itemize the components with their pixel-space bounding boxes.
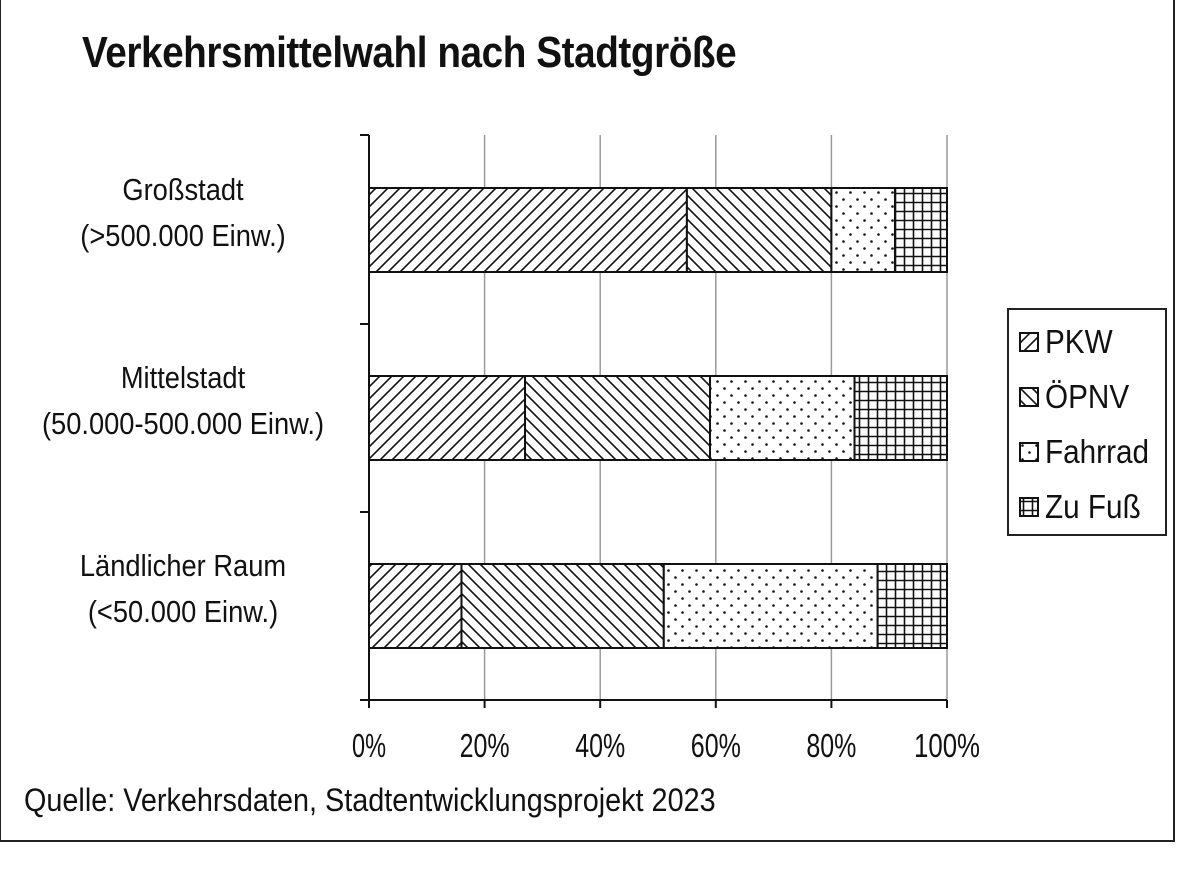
category-label: Mittelstadt: [121, 360, 246, 395]
legend-swatch: [1019, 442, 1039, 462]
bar-segment: [368, 375, 527, 461]
category-label: (>500.000 Einw.): [80, 218, 285, 253]
category-label: Ländlicher Raum: [80, 548, 286, 583]
legend-swatch: [1019, 497, 1039, 517]
legend-item: Fahrrad: [1019, 432, 1161, 472]
legend-label: Zu Fuß: [1045, 488, 1141, 525]
category-label: Großstadt: [122, 172, 244, 207]
x-tick-label: 0%: [352, 727, 386, 764]
x-tick-labels: 0% 20% 40% 60% 80% 100%: [352, 727, 980, 764]
legend-swatch: [1019, 332, 1039, 352]
bars: [368, 187, 949, 649]
legend-item: Zu Fuß: [1019, 487, 1151, 527]
x-tick-label: 100%: [914, 727, 980, 764]
legend-swatch: [1019, 387, 1039, 407]
bar-segment: [460, 563, 665, 649]
bar-segment: [876, 563, 949, 649]
bar-segment: [853, 375, 949, 461]
bar-segment: [662, 563, 879, 649]
legend-label: Fahrrad: [1045, 433, 1150, 470]
bar-segment: [709, 375, 856, 461]
bar-segment: [368, 187, 688, 273]
source-note: Quelle: Verkehrsdaten, Stadtentwicklungs…: [24, 782, 716, 818]
chart-title: Verkehrsmittelwahl nach Stadtgröße: [82, 28, 737, 77]
legend-label: ÖPNV: [1045, 378, 1130, 415]
x-tick-label: 20%: [460, 727, 510, 764]
axes: [360, 134, 948, 708]
bar-segment: [893, 187, 948, 273]
x-tick-label: 80%: [806, 727, 856, 764]
bar-segment: [368, 563, 463, 649]
x-tick-label: 60%: [691, 727, 741, 764]
category-label: (50.000-500.000 Einw.): [42, 406, 324, 441]
legend-item: PKW: [1019, 322, 1120, 362]
legend-label: PKW: [1045, 323, 1113, 360]
bar-segment: [830, 187, 896, 273]
legend: PKW ÖPNV Fahrrad Zu Fuß: [1007, 308, 1167, 536]
legend-item: ÖPNV: [1019, 377, 1139, 417]
bar-segment: [685, 187, 833, 273]
bar-segment: [524, 375, 712, 461]
category-labels: Großstadt (>500.000 Einw.) Mittelstadt (50.…: [42, 172, 324, 629]
x-tick-label: 40%: [575, 727, 625, 764]
category-label: (<50.000 Einw.): [88, 594, 278, 629]
